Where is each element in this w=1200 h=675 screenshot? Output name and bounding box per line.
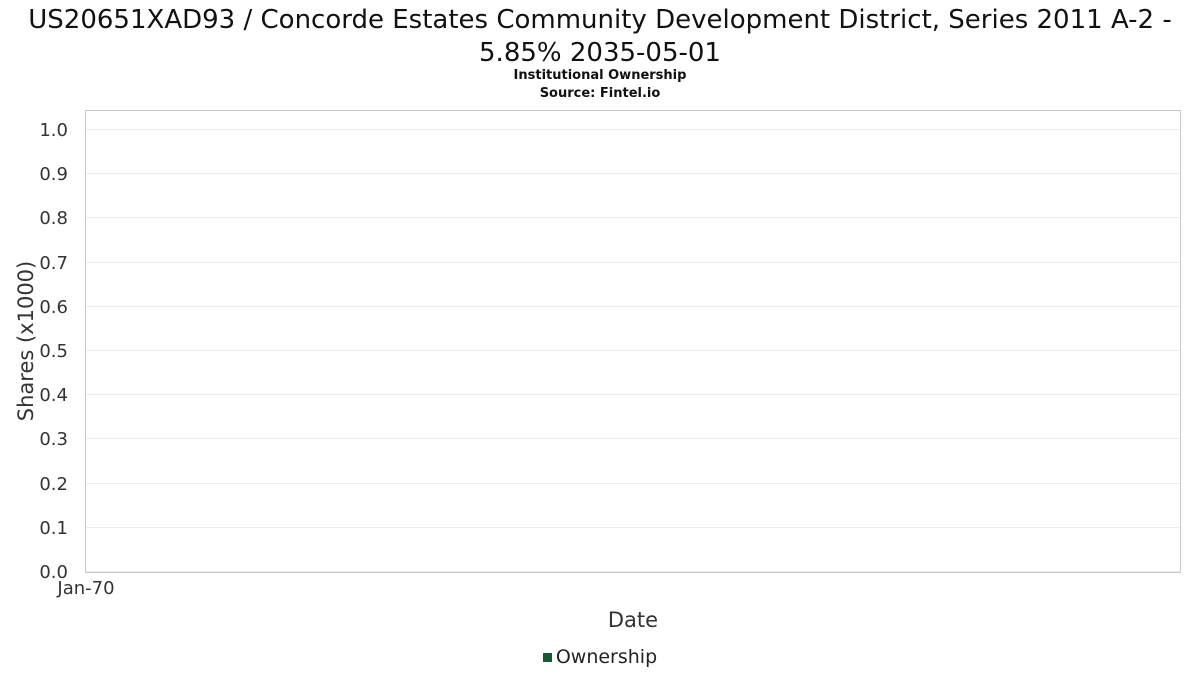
x-tick-label: Jan-70 — [57, 578, 115, 599]
gridline — [86, 350, 1180, 351]
chart-title: US20651XAD93 / Concorde Estates Communit… — [28, 5, 1172, 68]
gridline — [86, 526, 1180, 528]
y-tick-label: 0.7 — [39, 252, 68, 274]
chart-source: Source: Fintel.io — [539, 86, 661, 101]
legend-item-ownership[interactable]: Ownership — [542, 645, 658, 668]
y-tick-label: 0.6 — [39, 296, 68, 318]
y-tick-label: 0.3 — [39, 429, 68, 451]
y-tick-label: 0.5 — [39, 341, 68, 362]
gridline — [86, 261, 1180, 263]
legend-label: Ownership — [555, 645, 658, 668]
y-tick-label: 0.8 — [39, 208, 68, 230]
gridline — [86, 217, 1180, 219]
y-tick-label: 0.2 — [39, 473, 68, 495]
y-tick-label: 0.1 — [39, 517, 68, 539]
gridline — [86, 305, 1180, 307]
y-tick-label: 1.0 — [39, 120, 68, 141]
gridline — [86, 129, 1180, 130]
plot-area — [85, 110, 1181, 573]
legend: Ownership — [0, 645, 1200, 668]
ownership-legend-swatch — [542, 653, 552, 662]
gridline — [86, 438, 1180, 440]
gridline — [86, 173, 1180, 175]
gridline — [86, 394, 1180, 396]
y-tick-labels: 0.0 0.1 0.2 0.3 0.4 0.5 0.6 0.7 0.8 0.9 1.0 — [0, 110, 76, 583]
x-axis-label: Date — [607, 608, 659, 632]
gridlines — [86, 111, 1180, 572]
gridline — [86, 482, 1180, 484]
y-tick-label: 0.0 — [39, 562, 68, 583]
y-tick-label: 0.9 — [39, 164, 68, 186]
y-tick-label: 0.4 — [39, 385, 68, 407]
gridline — [86, 571, 1180, 572]
chart-subtitle: Institutional Ownership — [513, 68, 687, 83]
